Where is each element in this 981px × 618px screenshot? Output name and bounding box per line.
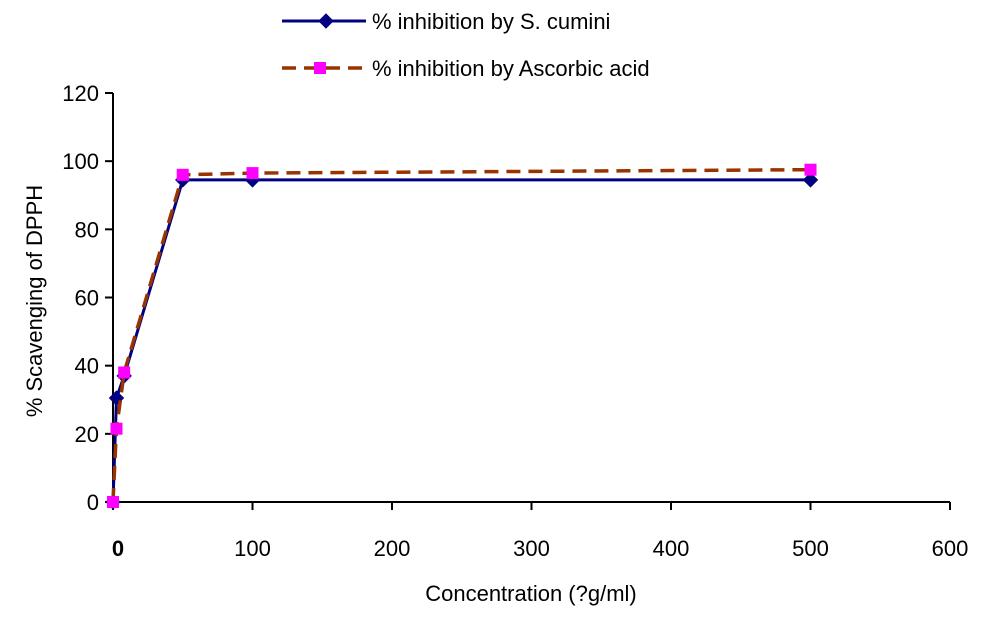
- x-tick-label: 400: [653, 536, 690, 561]
- diamond-icon: [318, 13, 334, 29]
- legend-label-s-cumini: % inhibition by S. cumini: [372, 9, 610, 34]
- data-point-square: [176, 168, 189, 181]
- x-tick-label: 600: [932, 536, 969, 561]
- legend-item-ascorbic-acid: % inhibition by Ascorbic acid: [282, 56, 650, 81]
- series-line: [111, 167, 811, 503]
- x-axis-ticks: 0 100 200 300 400 500 600: [112, 502, 968, 561]
- y-tick-label: 100: [62, 149, 99, 174]
- series-0: [105, 172, 819, 510]
- legend-marker-diamond-icon: [318, 13, 334, 29]
- x-axis-title: Concentration (?g/ml): [425, 581, 637, 606]
- x-tick-label: 200: [374, 536, 411, 561]
- y-tick-label: 60: [75, 286, 99, 311]
- y-tick-label: 80: [75, 217, 99, 242]
- x-tick-label: 500: [792, 536, 829, 561]
- data-point-diamond: [802, 172, 819, 188]
- data-point-square: [107, 496, 119, 508]
- x-tick-label: 100: [234, 536, 271, 561]
- legend: % inhibition by S. cumini % inhibition b…: [282, 9, 650, 81]
- data-point-square: [804, 163, 817, 176]
- y-axis-ticks: 0 20 40 60 80 100 120: [62, 81, 113, 515]
- legend-label-ascorbic-acid: % inhibition by Ascorbic acid: [372, 56, 650, 81]
- data-point-square: [246, 167, 259, 180]
- y-tick-label: 40: [75, 354, 99, 379]
- legend-marker-square-icon: [314, 62, 326, 74]
- series-1: [107, 163, 817, 508]
- y-tick-label: 120: [62, 81, 99, 106]
- x-tick-label: 0: [112, 536, 124, 561]
- legend-item-s-cumini: % inhibition by S. cumini: [282, 9, 610, 34]
- square-icon: [314, 62, 326, 74]
- axes: [112, 93, 950, 503]
- data-point-square: [110, 422, 123, 435]
- x-tick-label: 300: [513, 536, 550, 561]
- y-tick-label: 20: [75, 422, 99, 447]
- y-tick-label: 0: [87, 490, 99, 515]
- y-axis-title: % Scavenging of DPPH: [22, 185, 47, 417]
- data-point-square: [118, 366, 131, 379]
- series-layer: [105, 163, 819, 510]
- series-line: [111, 178, 811, 503]
